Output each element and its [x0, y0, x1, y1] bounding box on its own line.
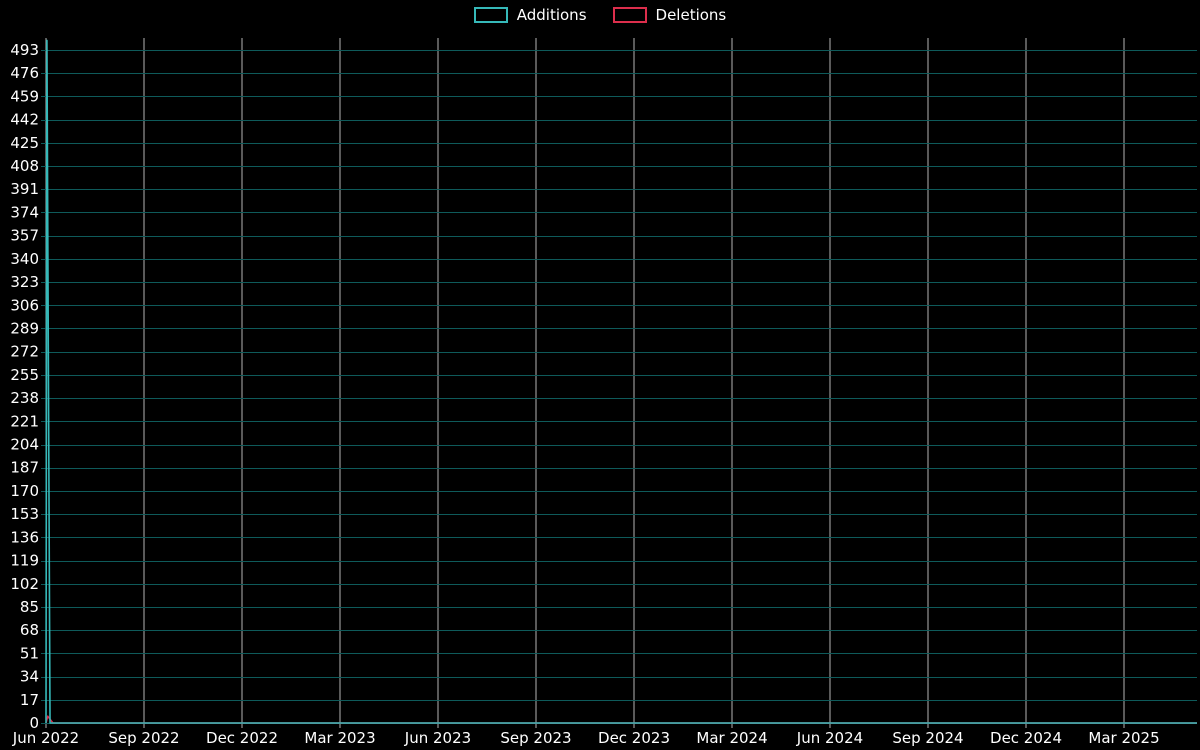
y-axis-tick-label: 51	[20, 644, 39, 662]
x-axis-tick-label: Jun 2023	[404, 729, 471, 747]
additions-line	[45, 39, 1197, 724]
x-axis-tick-label: Mar 2025	[1088, 729, 1159, 747]
y-axis-tick-label: 221	[10, 412, 39, 430]
y-axis-tick-label: 306	[10, 296, 39, 314]
y-axis-tick-label: 102	[10, 575, 39, 593]
y-axis-tick-label: 374	[10, 203, 39, 221]
x-axis-tick-label: Dec 2024	[990, 729, 1062, 747]
x-axis-tick-label: Jun 2024	[796, 729, 863, 747]
deletions-line	[45, 715, 1197, 724]
y-axis-tick-label: 459	[10, 87, 39, 105]
y-axis-tick-label: 289	[10, 319, 39, 337]
y-axis-tick-label: 187	[10, 459, 39, 477]
legend-item-additions: Additions	[473, 6, 587, 24]
y-axis-tick-label: 391	[10, 180, 39, 198]
y-axis-tick-label: 238	[10, 389, 39, 407]
x-axis-tick-label: Sep 2022	[108, 729, 179, 747]
y-axis-tick-label: 119	[10, 552, 39, 570]
y-axis-tick-label: 204	[10, 436, 39, 454]
legend-item-deletions: Deletions	[612, 6, 727, 24]
x-axis-tick-label: Dec 2022	[206, 729, 278, 747]
y-axis-tick-label: 85	[20, 598, 39, 616]
y-axis-tick-label: 442	[10, 111, 39, 129]
y-axis-tick-label: 255	[10, 366, 39, 384]
legend-label-deletions: Deletions	[655, 6, 727, 24]
y-axis-tick-label: 17	[20, 691, 39, 709]
y-axis-tick-label: 68	[20, 621, 39, 639]
additions-swatch	[473, 7, 508, 23]
x-axis-tick-label: Sep 2023	[500, 729, 571, 747]
x-axis-tick-label: Mar 2024	[696, 729, 767, 747]
y-axis-tick-label: 340	[10, 250, 39, 268]
y-axis-tick-label: 0	[29, 714, 39, 732]
y-axis-tick-label: 323	[10, 273, 39, 291]
x-axis-tick-label: Dec 2023	[598, 729, 670, 747]
y-axis-tick-label: 34	[20, 668, 39, 686]
y-axis-tick-label: 272	[10, 343, 39, 361]
x-axis-tick-label: Mar 2023	[304, 729, 375, 747]
legend-label-additions: Additions	[516, 6, 587, 24]
y-axis-tick-label: 493	[10, 41, 39, 59]
x-axis-tick-label: Jun 2022	[12, 729, 79, 747]
y-axis-tick-label: 357	[10, 227, 39, 245]
deletions-swatch	[612, 7, 647, 23]
y-axis-tick-label: 408	[10, 157, 39, 175]
chart-legend: Additions Deletions	[0, 6, 1200, 24]
y-axis-tick-label: 153	[10, 505, 39, 523]
y-axis-tick-label: 136	[10, 528, 39, 546]
y-axis-tick-label: 170	[10, 482, 39, 500]
x-axis-tick-label: Sep 2024	[892, 729, 963, 747]
y-axis-tick-label: 476	[10, 64, 39, 82]
y-axis-tick-label: 425	[10, 134, 39, 152]
